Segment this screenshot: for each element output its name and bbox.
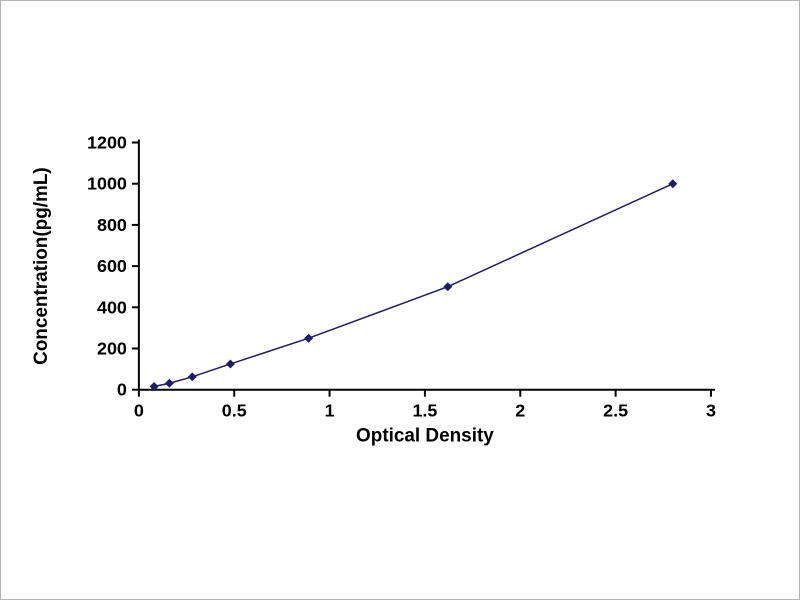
y-tick-label: 1200 [87, 133, 127, 153]
y-tick-label: 200 [97, 338, 127, 358]
y-tick-label: 800 [97, 215, 127, 235]
y-tick-label: 400 [97, 297, 127, 317]
y-tick-label: 600 [97, 256, 127, 276]
data-point-marker [187, 372, 197, 382]
x-axis-label: Optical Density [356, 426, 494, 447]
series-line [153, 183, 674, 388]
data-point-marker [668, 179, 678, 189]
x-tick-label: 1.5 [412, 401, 437, 421]
data-point-marker [164, 378, 174, 388]
data-point-marker [304, 333, 314, 343]
y-tick-label: 1000 [87, 174, 127, 194]
plot-area: 0 200 400 600 800 1000 1200 0 0.5 1 1.5 2 2.5 3 [87, 133, 716, 421]
x-tick-label: 2.5 [603, 401, 628, 421]
data-point-marker [225, 359, 235, 369]
x-tick-label: 0 [134, 401, 144, 421]
y-tick-label: 0 [117, 380, 127, 400]
data-point-marker [443, 282, 453, 292]
x-tick-label: 3 [706, 401, 716, 421]
x-tick-label: 0.5 [222, 401, 247, 421]
x-tick-label: 2 [515, 401, 525, 421]
x-tick-label: 1 [325, 401, 335, 421]
y-axis-label: Concentration(pg/mL) [31, 167, 52, 365]
